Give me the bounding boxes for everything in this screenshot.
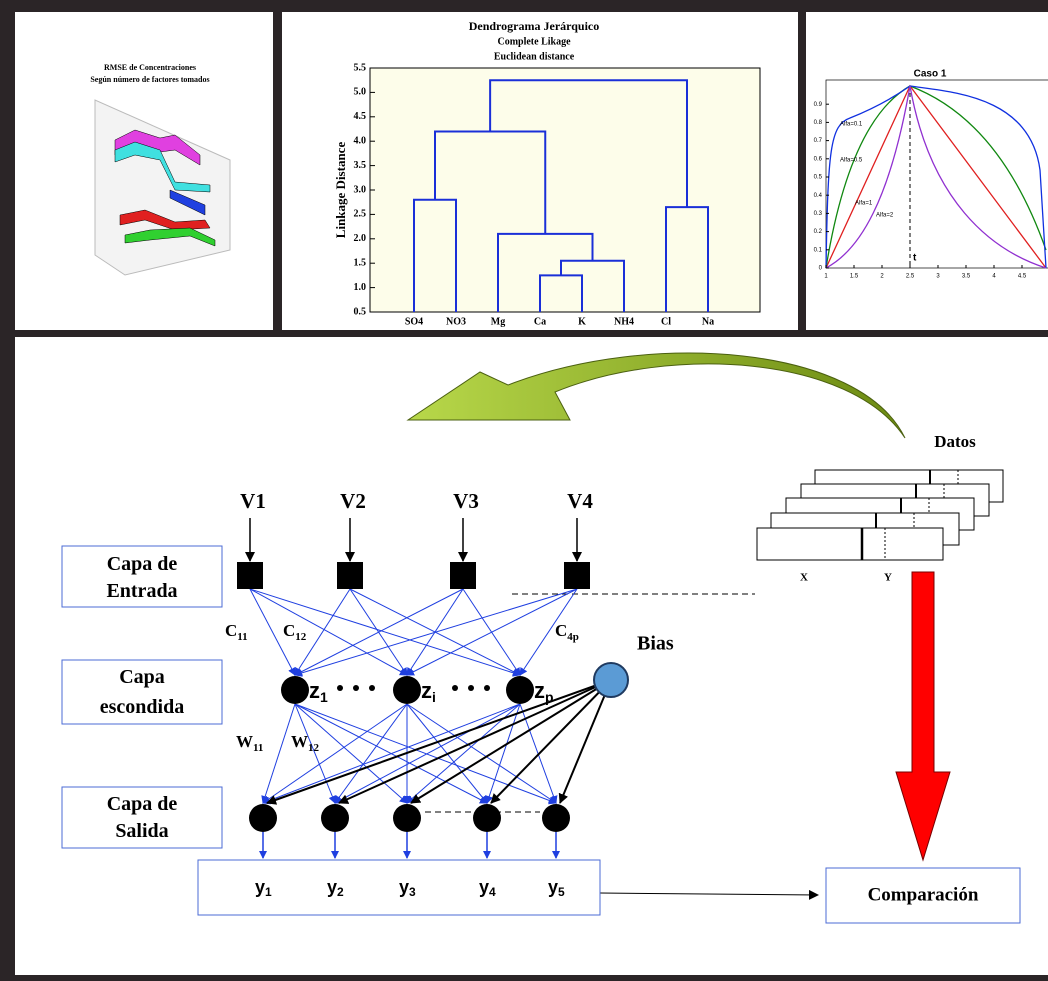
hidden-label-sub: p (545, 689, 554, 705)
chart-title: RMSE de Concentraciones (104, 63, 196, 72)
ellipsis-dot (369, 685, 375, 691)
x-tick-label: 4.5 (1018, 274, 1027, 280)
y-tick-label: 5.5 (354, 62, 367, 73)
leaf-label: SO4 (405, 316, 423, 327)
hidden-label-main: z (421, 678, 432, 703)
column-label: Y (884, 572, 892, 584)
y-tick-label: 0.5 (814, 175, 823, 181)
output-label-main: y (255, 877, 265, 897)
input-label: V3 (453, 489, 479, 513)
hidden-label-main: z (309, 678, 320, 703)
output-node (542, 804, 570, 832)
y-tick-label: 1.5 (354, 257, 367, 268)
output-label-sub: 2 (337, 885, 344, 899)
y-tick-label: 0.6 (814, 156, 823, 162)
chart-title: Caso 1 (914, 69, 947, 80)
page: {"panels":{ "rmse_chart":{"title":"RMSE … (0, 0, 1048, 981)
y-tick-label: 0.5 (354, 306, 367, 317)
comparison-label: Comparación (868, 884, 979, 905)
y-tick-label: 0.7 (814, 138, 823, 144)
ellipsis-dot (468, 685, 474, 691)
leaf-label: Na (702, 316, 714, 327)
output-node (473, 804, 501, 832)
input-label: V4 (567, 489, 593, 513)
chart-subtitle: Según número de factores tomados (90, 75, 209, 84)
leaf-label: Ca (534, 316, 546, 327)
curve-label: Alfa=0.5 (840, 158, 863, 164)
y-tick-label: 0.1 (814, 247, 823, 253)
output-node (249, 804, 277, 832)
output-node (393, 804, 421, 832)
ellipsis-dot (452, 685, 458, 691)
output-node (321, 804, 349, 832)
curve-label: Alfa=1 (855, 201, 873, 207)
leaf-label: Mg (491, 316, 505, 327)
output-label-main: y (399, 877, 409, 897)
panel (806, 12, 1048, 330)
figure: RMSE de Concentraciones Según número de … (0, 0, 1048, 981)
chart-subtitle: Complete Likage (497, 36, 571, 47)
bias-label: Bias (637, 633, 674, 655)
y-tick-label: 2.5 (354, 209, 367, 220)
curve-label: Alfa=0.1 (840, 122, 863, 128)
y-tick-label: 0.9 (814, 102, 823, 108)
leaf-label: K (578, 316, 586, 327)
input-node (237, 562, 263, 589)
bias-node (594, 663, 628, 697)
output-label-sub: 3 (409, 885, 416, 899)
data-title: Datos (934, 432, 976, 451)
x-tick-label: 2.5 (906, 274, 915, 280)
chart-subtitle: Euclidean distance (494, 51, 575, 62)
output-label-main: y (548, 877, 558, 897)
output-label-sub: 5 (558, 885, 565, 899)
y-tick-label: 5.0 (354, 87, 367, 98)
hidden-node (506, 676, 534, 704)
y-axis-label: Linkage Distance (333, 142, 348, 239)
y-tick-label: 3.0 (354, 184, 367, 195)
output-label-sub: 1 (265, 885, 272, 899)
curve-label: Alfa=2 (876, 213, 894, 219)
y-tick-label: 4.5 (354, 111, 367, 122)
y-tick-label: 4.0 (354, 135, 367, 146)
column-label: X (800, 572, 808, 584)
y-tick-label: 2.0 (354, 233, 367, 244)
x-tick-label: 3.5 (962, 274, 971, 280)
y-tick-label: 1.0 (354, 282, 367, 293)
hidden-label-sub: i (432, 689, 436, 705)
input-node (450, 562, 476, 589)
ellipsis-dot (337, 685, 343, 691)
hidden-label-main: z (534, 678, 545, 703)
output-label-main: y (327, 877, 337, 897)
input-node (564, 562, 590, 589)
leaf-label: Cl (661, 316, 671, 327)
chart-title: Dendrograma Jerárquico (469, 19, 600, 33)
ellipsis-dot (484, 685, 490, 691)
leaf-label: NO3 (446, 316, 466, 327)
y-tick-label: 0.2 (814, 229, 823, 235)
y-tick-label: 0.4 (814, 193, 823, 199)
input-node (337, 562, 363, 589)
y-tick-label: 0.3 (814, 211, 823, 217)
y-tick-label: 3.5 (354, 160, 367, 171)
y-tick-label: 0.8 (814, 120, 823, 126)
hidden-node (281, 676, 309, 704)
hidden-label-sub: 1 (320, 689, 328, 705)
output-label-main: y (479, 877, 489, 897)
input-label: V1 (240, 489, 266, 513)
ellipsis-dot (353, 685, 359, 691)
leaf-label: NH4 (614, 316, 634, 327)
input-label: V2 (340, 489, 366, 513)
x-tick-label: 1.5 (850, 274, 859, 280)
output-label-sub: 4 (489, 885, 496, 899)
hidden-node (393, 676, 421, 704)
